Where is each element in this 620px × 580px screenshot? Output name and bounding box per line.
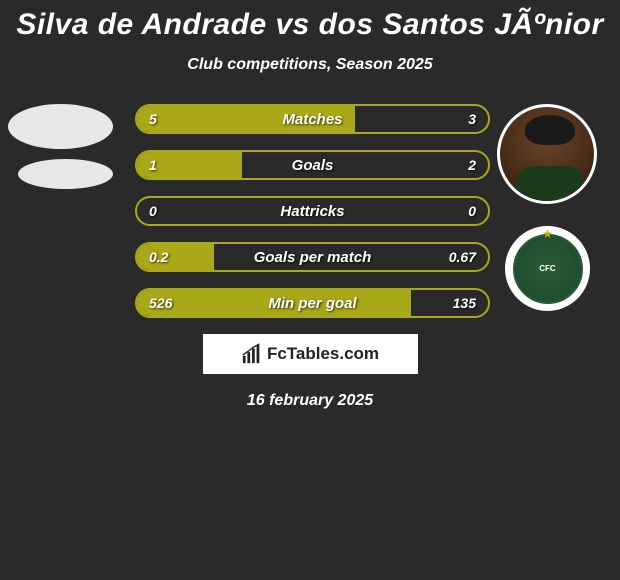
- stat-label: Goals: [292, 157, 334, 174]
- stat-row: 526 Min per goal 135: [135, 288, 490, 318]
- stat-label: Hattricks: [280, 203, 344, 220]
- branding-text: FcTables.com: [267, 344, 379, 364]
- stat-label: Matches: [282, 111, 342, 128]
- stat-value-left: 1: [149, 157, 157, 173]
- title: Silva de Andrade vs dos Santos JÃºnior: [0, 8, 620, 42]
- star-icon: ★: [542, 227, 553, 241]
- stat-row: 5 Matches 3: [135, 104, 490, 134]
- player1-avatar-placeholder: [8, 104, 113, 149]
- infographic-container: Silva de Andrade vs dos Santos JÃºnior C…: [0, 0, 620, 410]
- stat-label: Min per goal: [268, 295, 356, 312]
- stat-row: 0.2 Goals per match 0.67: [135, 242, 490, 272]
- stat-value-left: 526: [149, 295, 172, 311]
- chart-icon: [241, 343, 263, 365]
- player2-avatar-group: ★ CFC: [497, 104, 602, 311]
- player1-avatar-group: [8, 104, 113, 189]
- subtitle: Club competitions, Season 2025: [0, 56, 620, 74]
- stat-value-right: 0.67: [449, 249, 476, 265]
- player1-club-placeholder: [18, 159, 113, 189]
- player2-club-badge: ★ CFC: [505, 226, 590, 311]
- stat-value-left: 5: [149, 111, 157, 127]
- club-badge-text: CFC: [539, 264, 555, 273]
- stat-value-left: 0: [149, 203, 157, 219]
- club-badge-inner: CFC: [513, 234, 583, 304]
- stat-row: 0 Hattricks 0: [135, 196, 490, 226]
- stat-row: 1 Goals 2: [135, 150, 490, 180]
- player2-avatar: [497, 104, 597, 204]
- stat-value-left: 0.2: [149, 249, 168, 265]
- branding-badge: FcTables.com: [203, 334, 418, 374]
- stat-value-right: 135: [453, 295, 476, 311]
- stat-bars: 5 Matches 3 1 Goals 2 0 Hattricks 0 0.2 Goals per …: [135, 104, 490, 318]
- stat-value-right: 0: [468, 203, 476, 219]
- stat-value-right: 2: [468, 157, 476, 173]
- stats-area: ★ CFC 5 Matches 3 1 Goals 2 0 Hattricks 0 0.2 Goal…: [0, 104, 620, 318]
- stat-value-right: 3: [468, 111, 476, 127]
- stat-label: Goals per match: [254, 249, 372, 266]
- date: 16 february 2025: [0, 392, 620, 410]
